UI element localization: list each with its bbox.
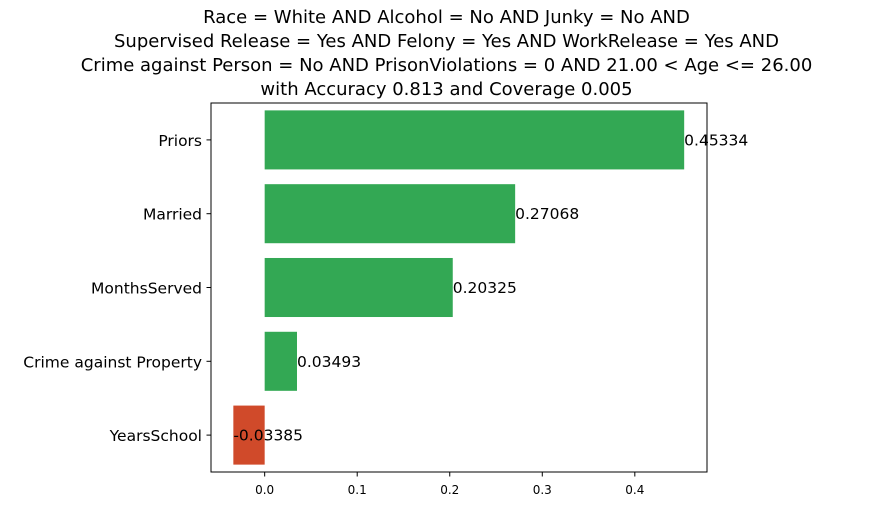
chart-title-line-3: Crime against Person = No AND PrisonViol… xyxy=(80,55,813,76)
plot-frame xyxy=(210,102,708,473)
value-label-married: 0.27068 xyxy=(515,205,579,223)
chart-title-line-2: Supervised Release = Yes AND Felony = Ye… xyxy=(113,31,779,52)
value-labels-group: 0.45334 0.27068 0.20325 0.03493 -0.03385 xyxy=(233,131,748,444)
value-label-yearsschool: -0.03385 xyxy=(233,427,303,445)
bar-yearsschool xyxy=(233,405,265,465)
x-tick-label: 0.1 xyxy=(348,483,367,497)
chart-title-line-1: Race = White AND Alcohol = No AND Junky … xyxy=(203,7,690,28)
y-tick-label-crime-against-property: Crime against Property xyxy=(23,353,202,371)
value-label-monthsserved: 0.20325 xyxy=(453,279,517,297)
bars-group xyxy=(233,110,685,465)
y-tick-label-priors: Priors xyxy=(158,132,202,150)
x-tick-label: 0.3 xyxy=(533,483,552,497)
x-axis: 0.0 0.1 0.2 0.3 0.4 xyxy=(255,472,644,497)
x-tick-label: 0.4 xyxy=(625,483,644,497)
y-tick-label-monthsserved: MonthsServed xyxy=(91,280,202,298)
chart-title-line-4: with Accuracy 0.813 and Coverage 0.005 xyxy=(260,79,633,100)
chart-title: Race = White AND Alcohol = No AND Junky … xyxy=(0,6,893,102)
bar-monthsserved xyxy=(264,257,453,318)
value-label-priors: 0.45334 xyxy=(684,131,748,149)
x-tick-label: 0.0 xyxy=(255,483,274,497)
y-axis: Priors Married MonthsServed Crime against P… xyxy=(23,132,211,445)
x-tick-label: 0.2 xyxy=(440,483,459,497)
bar-married xyxy=(264,184,516,244)
value-label-crime-against-property: 0.03493 xyxy=(297,353,361,371)
bar-crime-against-property xyxy=(264,331,297,391)
bar-priors xyxy=(264,110,685,170)
y-tick-label-yearsschool: YearsSchool xyxy=(109,427,202,445)
y-tick-label-married: Married xyxy=(143,206,202,224)
